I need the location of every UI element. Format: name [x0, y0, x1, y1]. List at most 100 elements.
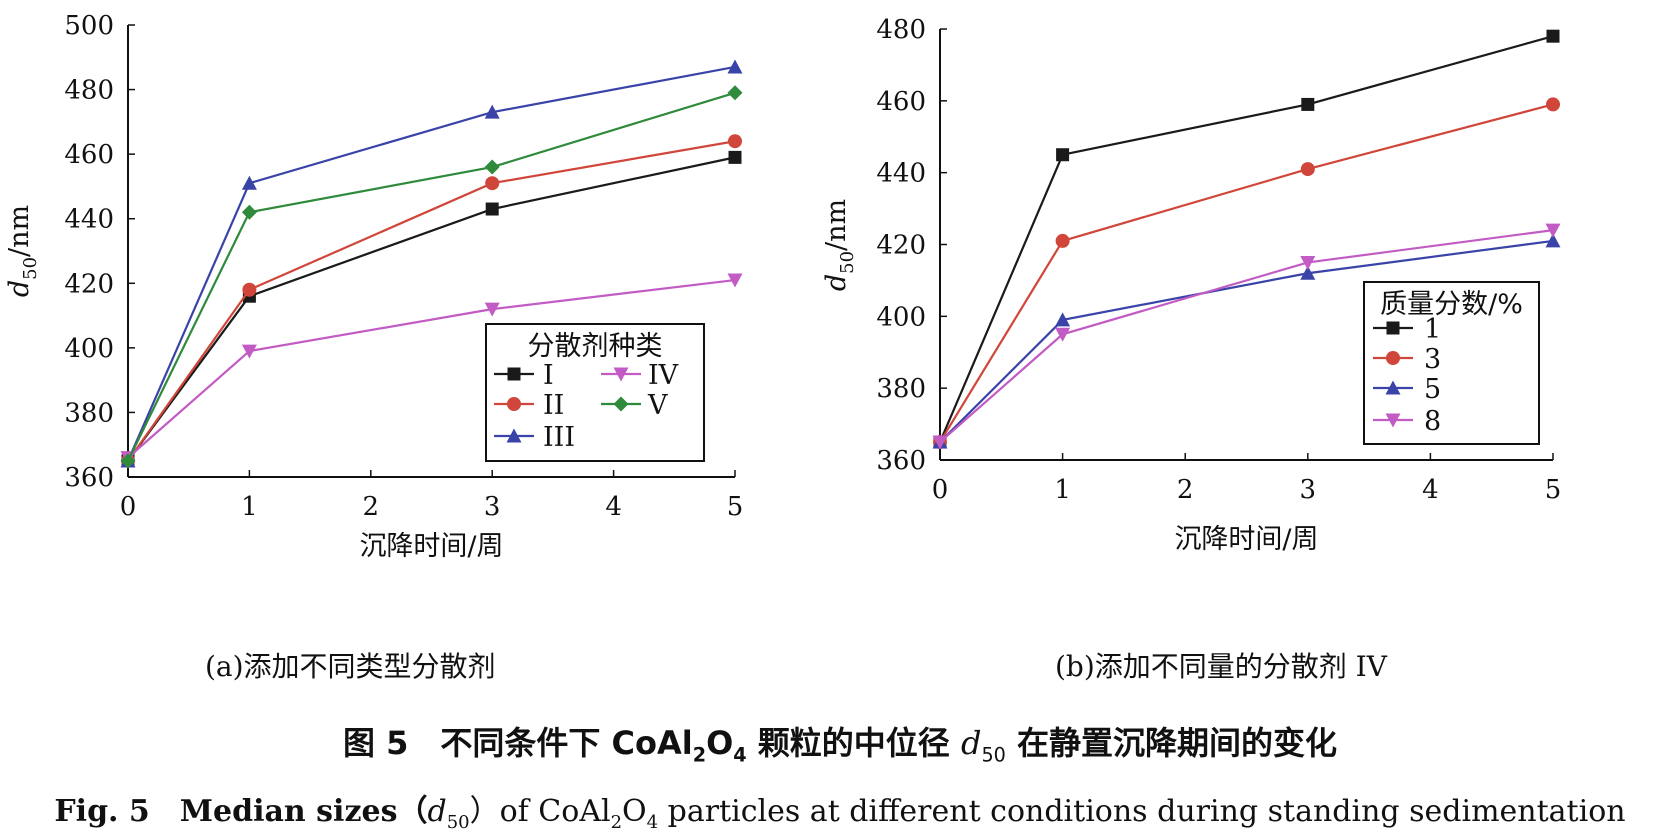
series-line: [939, 229, 1554, 443]
figure-caption-cn: 图 5 不同条件下 CoAl2O4 颗粒的中位径 d50 在静置沉降期间的变化: [0, 718, 1680, 766]
legend-label: 8: [1424, 406, 1441, 437]
data-point: [241, 344, 257, 359]
y-axis-label: d50/nm: [4, 205, 41, 297]
data-point: [1055, 312, 1071, 327]
x-axis-label: 沉降时间/周: [359, 531, 503, 562]
legend-marker: [1386, 321, 1400, 335]
x-tick-label: 4: [605, 492, 622, 522]
series-line: [127, 91, 736, 462]
x-axis-label: 沉降时间/周: [1174, 524, 1318, 555]
y-tick-label: 400: [876, 302, 926, 332]
y-tick-label: 500: [64, 11, 114, 41]
legend-label: II: [543, 390, 564, 421]
data-point: [1300, 265, 1316, 280]
y-tick-label: 360: [876, 446, 926, 476]
legend-marker: [1385, 380, 1401, 395]
legend-label: 3: [1424, 344, 1441, 375]
data-point: [1545, 233, 1561, 248]
legend-title: 分散剂种类: [528, 331, 663, 362]
x-tick-label: 2: [1177, 475, 1194, 505]
x-tick-label: 1: [241, 492, 258, 522]
legend-marker: [507, 397, 521, 411]
y-axis-label-unit: /nm: [821, 199, 852, 251]
data-point: [728, 150, 742, 164]
data-point: [1055, 327, 1071, 342]
data-point: [241, 204, 257, 220]
x-tick-label: 3: [484, 492, 501, 522]
data-point: [728, 134, 742, 149]
legend-marker: [506, 428, 522, 443]
legend-marker: [507, 367, 521, 381]
caption-en-d: d: [427, 794, 447, 829]
series-line: [127, 140, 736, 462]
legend-marker: [1385, 413, 1401, 428]
data-point: [1300, 255, 1316, 270]
legend-label: V: [647, 390, 668, 421]
chart-panel-a: 360 380 400 420 440 460 480 500 0 1 2 3 4 5 沉降时间/周 d50/…: [4, 11, 743, 562]
caption-en-label: Fig. 5 Median sizes（: [54, 794, 428, 829]
legend-box: [485, 323, 705, 462]
legend-label: I: [543, 360, 554, 391]
legend-title: 质量分数/%: [1380, 289, 1523, 320]
y-tick-label: 380: [64, 398, 114, 428]
series-line: [939, 103, 1554, 443]
caption-en-sub2: 2: [610, 812, 623, 833]
series-line: [127, 156, 736, 462]
legend-marker: [1386, 351, 1400, 365]
data-point: [1055, 233, 1070, 248]
caption-cn-sub3: 50: [981, 743, 1006, 767]
caption-cn-sub2: 4: [733, 743, 747, 767]
data-point: [1300, 162, 1315, 177]
data-point: [484, 104, 500, 119]
y-tick-label: 420: [64, 269, 114, 299]
data-point: [932, 435, 948, 450]
y-tick-label: 440: [876, 159, 926, 189]
data-point: [727, 273, 743, 288]
legend-marker: [613, 367, 629, 382]
data-point: [485, 176, 500, 191]
legend-label: 1: [1424, 314, 1441, 345]
y-axis-label-symbol: d: [4, 280, 35, 297]
chart-panel-b: 360 380 400 420 440 460 480 0 1 2 3 4 5 沉降时间/周 d50/nm 质…: [821, 15, 1561, 555]
data-point: [241, 175, 257, 190]
y-axis-label-subscript: 50: [837, 251, 858, 274]
caption-cn-mid2: 颗粒的中位径: [746, 724, 961, 762]
caption-en-mid: ）of CoAl: [469, 794, 611, 829]
legend-label: 5: [1424, 374, 1441, 405]
caption-cn-prefix: 图 5 不同条件下 CoAl: [342, 724, 693, 762]
x-tick-label: 3: [1300, 475, 1317, 505]
data-point: [484, 159, 500, 175]
y-tick-label: 480: [64, 76, 114, 106]
y-tick-label: 360: [64, 463, 114, 493]
x-tick-label: 0: [120, 492, 137, 522]
x-tick-label: 5: [1545, 475, 1562, 505]
series-line: [127, 278, 736, 459]
y-tick-label: 460: [876, 87, 926, 117]
y-axis-label: d50/nm: [821, 199, 858, 291]
data-point: [484, 302, 500, 317]
y-axis-label-symbol: d: [821, 274, 852, 291]
data-point: [1301, 97, 1315, 111]
data-point: [1056, 148, 1070, 162]
legend-label: III: [543, 422, 575, 453]
caption-cn-suffix: 在静置沉降期间的变化: [1005, 724, 1338, 762]
data-point: [727, 59, 743, 74]
figure-caption-en: Fig. 5 Median sizes（d50）of CoAl2O4 parti…: [0, 786, 1680, 833]
y-tick-label: 380: [876, 374, 926, 404]
data-point: [727, 85, 743, 101]
data-point: [1546, 97, 1560, 112]
caption-en-sub3: 4: [646, 812, 659, 833]
y-tick-label: 460: [64, 140, 114, 170]
data-point: [1546, 29, 1560, 43]
legend-marker: [613, 396, 629, 412]
caption-en-sub1: 50: [446, 812, 470, 833]
data-point: [1545, 223, 1561, 238]
y-tick-label: 400: [64, 334, 114, 364]
panel-b-caption: (b)添加不同量的分散剂 IV: [1055, 650, 1387, 683]
caption-en-mid2: O: [622, 794, 647, 829]
y-axis-label-subscript: 50: [20, 257, 41, 280]
x-tick-label: 5: [727, 492, 744, 522]
y-tick-label: 480: [876, 15, 926, 45]
series-line: [938, 35, 1554, 443]
